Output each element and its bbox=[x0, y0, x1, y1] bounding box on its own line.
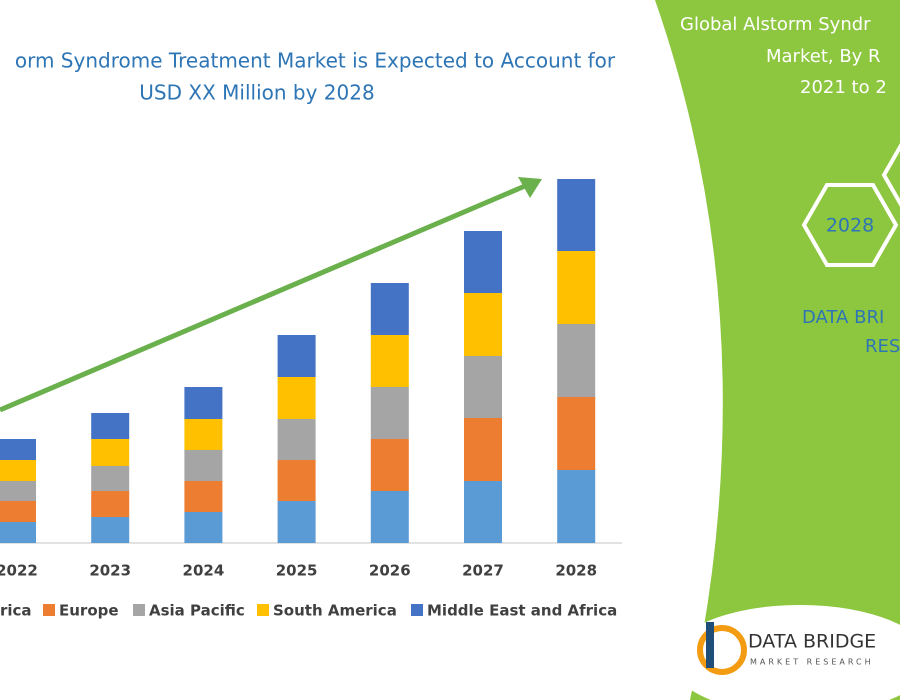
legend-label: Asia Pacific bbox=[149, 602, 245, 620]
bar-segment bbox=[464, 356, 502, 418]
bar-segment bbox=[91, 517, 130, 543]
hexagon bbox=[801, 183, 899, 267]
legend-swatch bbox=[133, 604, 145, 616]
x-tick-label: 2025 bbox=[276, 562, 318, 580]
legend-swatch bbox=[43, 604, 55, 616]
bar-segment bbox=[557, 324, 596, 397]
bar-segment bbox=[184, 419, 223, 450]
bar-segment bbox=[91, 466, 130, 491]
bar-segment bbox=[277, 377, 316, 419]
trend-arrow-head bbox=[518, 177, 542, 198]
bar-segment bbox=[464, 293, 502, 356]
logo-mark bbox=[697, 622, 747, 675]
bar-segment bbox=[370, 491, 409, 543]
bar-segment bbox=[370, 439, 409, 491]
title: orm Syndrome Treatment Market is Expecte… bbox=[15, 49, 616, 73]
bar-segment bbox=[0, 501, 36, 522]
bar-segment bbox=[91, 413, 130, 439]
x-tick-label: 2028 bbox=[555, 562, 597, 580]
bar-segment bbox=[184, 450, 223, 481]
title: USD XX Million by 2028 bbox=[139, 81, 374, 105]
panel-heading: Market, By R bbox=[766, 46, 881, 67]
hexagon-label: 2028 bbox=[826, 215, 874, 237]
bar-segment bbox=[277, 419, 316, 460]
x-tick-label: 2027 bbox=[462, 562, 504, 580]
bar-segment bbox=[370, 283, 409, 335]
bar-segment bbox=[557, 179, 596, 251]
logo-backdrop bbox=[670, 605, 900, 700]
trend-arrow bbox=[0, 183, 526, 413]
brand-text: RES bbox=[865, 336, 900, 357]
green-panel bbox=[655, 0, 900, 700]
bar-segment bbox=[91, 439, 130, 466]
bar-segment bbox=[0, 481, 36, 501]
bar-segment bbox=[0, 522, 36, 543]
legend-label: South America bbox=[273, 602, 397, 620]
panel-heading: Global Alstorm Syndr bbox=[680, 14, 871, 35]
bar-segment bbox=[557, 470, 596, 543]
legend-label: Middle East and Africa bbox=[427, 602, 617, 620]
bar-segment bbox=[0, 439, 36, 460]
bar-segment bbox=[0, 460, 36, 481]
legend-swatch bbox=[257, 604, 269, 616]
bar-segment bbox=[91, 491, 130, 517]
bar-segment bbox=[184, 387, 223, 419]
x-tick-label: 2026 bbox=[369, 562, 411, 580]
bar-segment bbox=[277, 335, 316, 377]
bar-segment bbox=[464, 418, 502, 481]
legend-label: rica bbox=[0, 602, 32, 620]
bar-segment bbox=[464, 231, 502, 293]
bar-segment bbox=[370, 335, 409, 387]
bar-segment bbox=[557, 397, 596, 470]
legend-swatch bbox=[411, 604, 423, 616]
bar-segment bbox=[370, 387, 409, 439]
bar-segment bbox=[277, 460, 316, 501]
panel-heading: 2021 to 2 bbox=[800, 77, 887, 98]
bar-segment bbox=[464, 481, 502, 543]
bar-segment bbox=[184, 512, 223, 543]
logo-tagline: MARKET RESEARCH bbox=[750, 658, 874, 667]
x-tick-label: 2023 bbox=[89, 562, 131, 580]
brand-text: DATA BRI bbox=[802, 307, 884, 328]
logo-name: DATA BRIDGE bbox=[748, 631, 876, 653]
legend-label: Europe bbox=[59, 602, 119, 620]
x-tick-label: 2022 bbox=[0, 562, 38, 580]
bar-segment bbox=[277, 501, 316, 543]
x-tick-label: 2024 bbox=[183, 562, 225, 580]
bar-segment bbox=[184, 481, 223, 512]
bar-segment bbox=[557, 251, 596, 324]
